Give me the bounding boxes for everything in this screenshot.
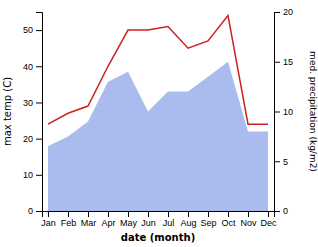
x-tick-label: Jan: [41, 218, 56, 228]
y-tick-label: 40: [23, 62, 33, 72]
x-tick-mark: [188, 211, 189, 217]
y-tick: 10: [23, 170, 42, 180]
x-tick-label: May: [120, 218, 138, 228]
x-axis-title: date (month): [121, 232, 195, 243]
x-tick-mark: [48, 211, 49, 217]
x-tick-mark: [88, 211, 89, 217]
x-tick-mark: [268, 211, 269, 217]
x-tick-mark: [168, 211, 169, 217]
y2-tick-label: 0: [283, 206, 288, 216]
y-axis-line: [36, 13, 43, 212]
x-tick: Feb: [61, 211, 77, 228]
chart: Jan Feb Mar Apr MayJun Jul Aug Sep Oct NovDec 0 10 2…: [0, 0, 318, 247]
x-tick-mark: [108, 211, 109, 217]
y2-tick-mark: [274, 62, 280, 63]
x-tick-mark: [148, 211, 149, 217]
y2-tick: 0: [274, 206, 288, 216]
x-tick-label: Jul: [163, 218, 175, 228]
x-tick-label: Dec: [260, 218, 277, 228]
x-tick-mark: [248, 211, 249, 217]
x-tick: Aug: [180, 211, 196, 228]
y2-tick-label: 20: [283, 7, 293, 17]
y2-tick: 15: [274, 57, 293, 67]
y-tick-label: 20: [23, 134, 33, 144]
y-tick-mark: [36, 139, 42, 140]
x-tick-mark: [228, 211, 229, 217]
y-tick: 20: [23, 134, 42, 144]
x-tick: Jun: [141, 211, 156, 228]
marks: [48, 16, 268, 211]
y-tick: 30: [23, 98, 42, 108]
x-tick-mark: [68, 211, 69, 217]
y2-tick-label: 5: [283, 157, 288, 167]
y-tick-label: 10: [23, 170, 33, 180]
x-tick: Mar: [81, 211, 97, 228]
y-tick: 40: [23, 62, 42, 72]
temperature-line: [48, 16, 268, 125]
x-tick-label: Mar: [81, 218, 97, 228]
x-axis-line: [43, 212, 275, 218]
y2-tick: 10: [274, 107, 293, 117]
x-tick-label: Feb: [61, 218, 77, 228]
y-tick-mark: [36, 211, 42, 212]
y-tick-label: 0: [28, 206, 33, 216]
y2-tick-mark: [274, 211, 280, 212]
y-tick-mark: [36, 66, 42, 67]
x-tick: Oct: [221, 211, 236, 228]
y2-tick: 5: [274, 157, 288, 167]
y-tick-label: 50: [23, 25, 33, 35]
y2-tick-label: 15: [283, 57, 293, 67]
y-axis: 0 10 20 30 40 50: [23, 13, 43, 217]
y-axis-title: max temp (C): [2, 77, 13, 146]
x-tick: May: [120, 211, 138, 228]
x-tick-label: Aug: [180, 218, 196, 228]
y-tick-label: 30: [23, 98, 33, 108]
y2-axis: 0 5 10 15 20: [274, 7, 293, 216]
plot-area: Jan Feb Mar Apr MayJun Jul Aug Sep Oct NovDec 0 10 2…: [23, 7, 293, 228]
x-tick: Jul: [163, 211, 175, 228]
y2-tick: 20: [274, 7, 293, 17]
x-tick-mark: [128, 211, 129, 217]
x-tick-label: Oct: [221, 218, 236, 228]
y-tick-mark: [36, 30, 42, 31]
y-tick-mark: [36, 175, 42, 176]
x-tick: Nov: [240, 211, 257, 228]
x-axis: Jan Feb Mar Apr MayJun Jul Aug Sep Oct NovDec: [41, 211, 277, 228]
y2-tick-mark: [274, 161, 280, 162]
y-tick-mark: [36, 102, 42, 103]
x-tick: Dec: [260, 211, 277, 228]
y2-axis-title: med. precipitation (kg/m2): [308, 51, 318, 172]
y2-tick-mark: [274, 112, 280, 113]
x-tick-label: Apr: [101, 218, 115, 228]
y2-axis-line: [275, 13, 281, 212]
y-tick: 50: [23, 25, 42, 35]
precipitation-area: [48, 62, 268, 211]
y-tick: 0: [28, 206, 42, 216]
x-tick-label: Jun: [141, 218, 156, 228]
x-tick-mark: [208, 211, 209, 217]
y2-tick-label: 10: [283, 107, 293, 117]
x-tick-label: Nov: [240, 218, 257, 228]
y2-tick-mark: [274, 12, 280, 13]
x-tick-label: Sep: [200, 218, 216, 228]
x-tick: Apr: [101, 211, 115, 228]
x-tick: Jan: [41, 211, 56, 228]
x-tick: Sep: [200, 211, 216, 228]
